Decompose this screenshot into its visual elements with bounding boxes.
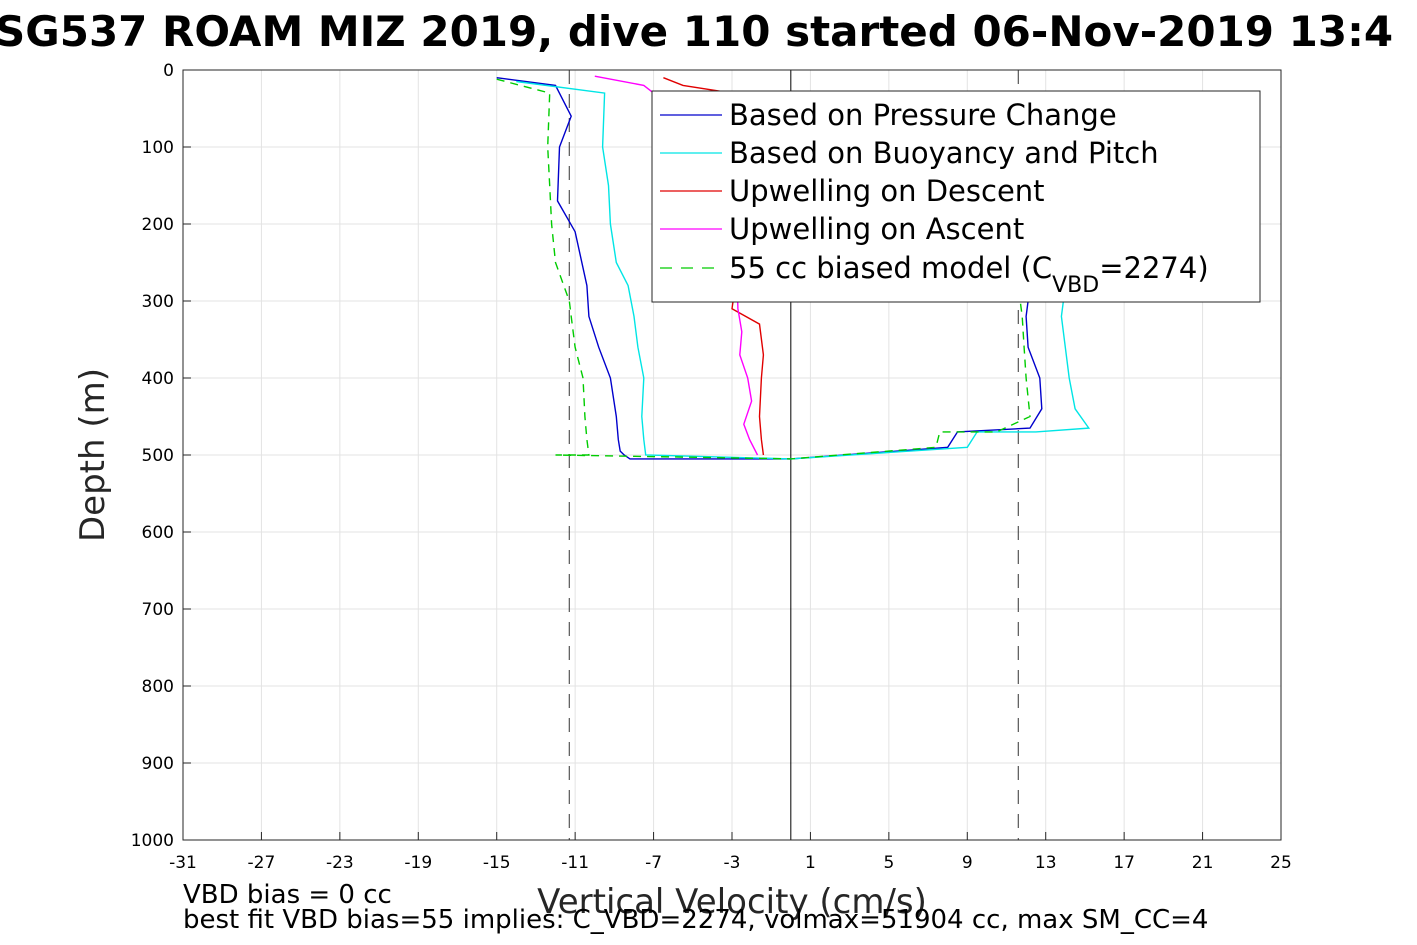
chart-title: SG537 ROAM MIZ 2019, dive 110 started 06… [0,7,1393,56]
y-tick-label: 100 [142,138,174,158]
y-tick-label: 900 [142,754,174,774]
y-tick-label: 400 [142,369,174,389]
x-tick-label: 13 [1035,853,1057,873]
legend-label-upwelling-ascent: Upwelling on Ascent [729,212,1024,246]
y-tick-label: 1000 [131,831,174,851]
y-tick-label: 200 [142,215,174,235]
series-line-buoyancy [516,80,1091,460]
series-line-model [496,78,1031,460]
x-tick-label: 5 [883,853,894,873]
y-tick-label: 300 [142,292,174,312]
legend-label-pressure: Based on Pressure Change [729,98,1117,132]
legend-label-model-main: 55 cc biased model (C [729,251,1052,285]
legend-label-upwelling-descent: Upwelling on Descent [729,174,1045,208]
y-tick-label: 0 [163,61,174,81]
footer-line-1: VBD bias = 0 cc [183,880,392,910]
y-tick-label: 600 [142,523,174,543]
x-tick-label: -7 [645,853,662,873]
legend-box [651,90,1261,303]
x-tick-label: -27 [248,853,276,873]
x-tick-label: -19 [404,853,432,873]
footer-line-2: best fit VBD bias=55 implies: C_VBD=2274… [183,905,1208,935]
x-tick-label: 25 [1270,853,1292,873]
x-axis-label: Vertical Velocity (cm/s) [537,882,927,922]
y-ticks: 0 100 200 300 400 500 600 700 800 900 1000 [131,61,191,851]
y-tick-label: 800 [142,677,174,697]
series-line-pressure [496,77,1043,460]
x-tick-label: -15 [483,853,511,873]
y-tick-label: 500 [142,446,174,466]
legend-label-model: 55 cc biased model (CVBD=2274) [729,251,1209,298]
x-tick-label: -23 [326,853,354,873]
x-tick-label: -3 [724,853,741,873]
x-tick-label: -11 [561,853,589,873]
x-tick-label: -31 [169,853,197,873]
x-tick-label: 1 [805,853,816,873]
y-axis-label: Depth (m) [73,368,113,542]
x-ticks: -31 -27 -23 -19 -15 -11 -7 -3 1 5 9 13 17 21 25 [169,832,1292,873]
y-tick-label: 700 [142,600,174,620]
x-tick-label: 9 [962,853,973,873]
legend-label-buoyancy: Based on Buoyancy and Pitch [729,136,1159,170]
legend-label-model-sub: VBD [1052,273,1099,298]
x-tick-label: 17 [1113,853,1135,873]
legend-label-model-end: =2274) [1099,251,1208,285]
x-tick-label: 21 [1192,853,1214,873]
legend: Based on Pressure Change Based on Buoyan… [651,90,1261,303]
